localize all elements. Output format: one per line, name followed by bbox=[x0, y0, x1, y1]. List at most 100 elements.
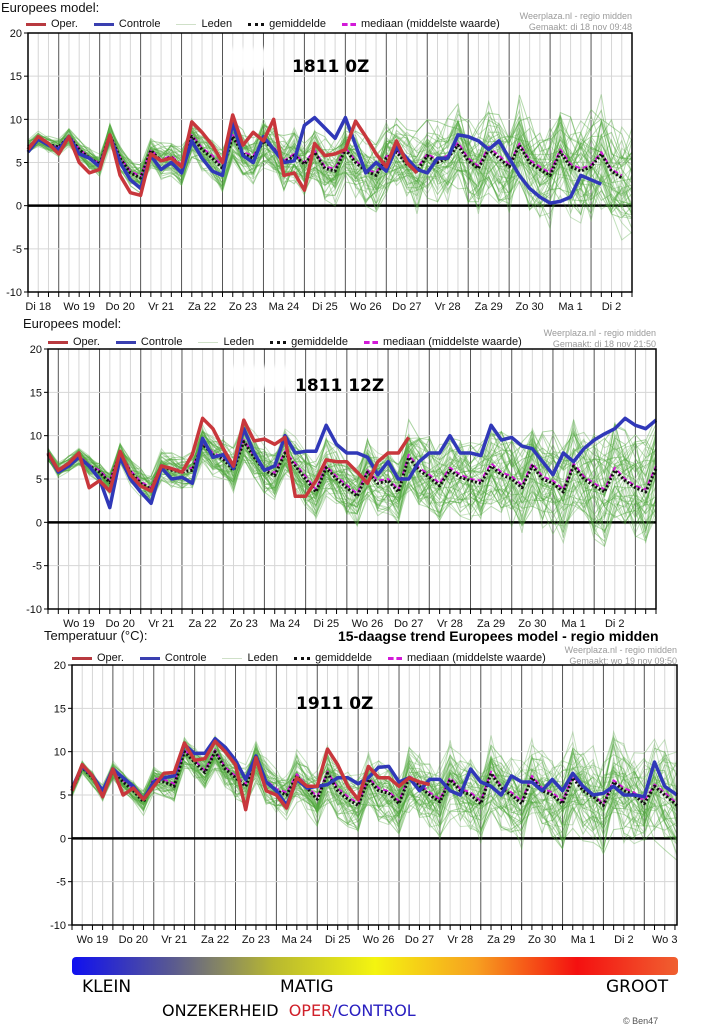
chart1-credit-source: Weerplaza.nl - regio midden bbox=[519, 11, 632, 21]
ensemble-member-line bbox=[47, 446, 657, 548]
x-day-label: Wo 19 bbox=[77, 934, 109, 945]
control-swatch-icon bbox=[139, 656, 160, 660]
ensemble-member-line bbox=[71, 734, 678, 801]
x-day-label: Ma 24 bbox=[269, 301, 300, 313]
x-day-label: Di 2 bbox=[614, 934, 634, 945]
y-tick-label: 20 bbox=[30, 344, 42, 356]
legend-members-label: Leden bbox=[247, 652, 279, 664]
x-day-label: Ma 24 bbox=[282, 934, 313, 945]
oper-swatch-icon bbox=[72, 656, 92, 660]
plot-frame bbox=[71, 664, 678, 926]
control-swatch-icon bbox=[115, 340, 136, 344]
ensemble-member-line bbox=[27, 132, 633, 217]
y-tick-label: 15 bbox=[30, 387, 42, 399]
x-day-label: Do 27 bbox=[392, 301, 421, 313]
oper-line bbox=[46, 416, 411, 499]
legend-members: Leden bbox=[222, 652, 278, 664]
x-day-label: Za 29 bbox=[487, 934, 515, 945]
ensemble-member-line bbox=[71, 749, 678, 843]
ensemble-member-line bbox=[47, 430, 657, 496]
x-day-label: Zo 30 bbox=[516, 301, 544, 313]
chart2-run-label: 1811 12Z bbox=[295, 376, 385, 396]
chart2-legend: Oper. Controle Leden gemiddelde mediaan … bbox=[48, 336, 538, 348]
legend-members: Leden bbox=[198, 336, 254, 348]
ensemble-member-line bbox=[71, 729, 678, 801]
chart2-credit: Weerplaza.nl - regio midden Gemaakt: di … bbox=[494, 328, 656, 350]
ensemble-member-line bbox=[47, 441, 657, 518]
chart3-legend: Oper. Controle Leden gemiddelde mediaan … bbox=[72, 652, 562, 664]
chart2-plot: 20 15 10 5 0 -5 -10 Wo 19 Do 20 Vr 21 Za 22 Zo 23 Ma… bbox=[26, 344, 658, 629]
x-day-label: Vr 21 bbox=[148, 301, 174, 313]
ensemble-member-line bbox=[27, 135, 633, 231]
legend-median: mediaan (middelste waarde) bbox=[387, 652, 546, 664]
ensemble-member-line bbox=[27, 107, 633, 174]
chart1-run-label: 1811 0Z bbox=[292, 57, 370, 77]
y-tick-label: 15 bbox=[54, 703, 66, 715]
x-day-label: Zo 30 bbox=[518, 618, 546, 629]
legend-members: Leden bbox=[176, 18, 232, 30]
chart1-credit: Weerplaza.nl - regio midden Gemaakt: di … bbox=[470, 11, 632, 33]
x-day-label: Vr 28 bbox=[447, 934, 473, 945]
ensemble-member-line bbox=[71, 751, 678, 855]
ensemble-member-line bbox=[27, 120, 633, 179]
y-tick-label: 10 bbox=[54, 747, 66, 759]
x-day-label: Ma 24 bbox=[270, 618, 301, 629]
caption-oper: OPER bbox=[288, 1001, 333, 1020]
ensemble-member-line bbox=[27, 94, 633, 167]
ensemble-member-line bbox=[71, 752, 678, 861]
x-day-label: Wo 19 bbox=[63, 301, 95, 313]
ensemble-member-line bbox=[47, 419, 657, 495]
ensemble-member-line bbox=[27, 113, 633, 172]
legend-oper: Oper. bbox=[48, 336, 100, 348]
x-day-label: Za 22 bbox=[189, 618, 217, 629]
median-swatch-icon bbox=[387, 656, 402, 660]
mean-line bbox=[46, 440, 658, 498]
x-day-label: Zo 23 bbox=[229, 301, 257, 313]
y-tick-label: 20 bbox=[54, 660, 66, 672]
chart3-header: Temperatuur (°C): bbox=[44, 628, 148, 643]
ensemble-member-line bbox=[71, 755, 678, 851]
ensemble-member-line bbox=[47, 449, 657, 521]
x-day-label: Vr 28 bbox=[437, 618, 463, 629]
legend-median-label: mediaan (middelste waarde) bbox=[382, 336, 522, 348]
control-swatch-icon bbox=[93, 22, 114, 26]
chart3-credit-made: Gemaakt: wo 19 nov 09:50 bbox=[569, 656, 677, 666]
x-day-label: Za 22 bbox=[201, 934, 229, 945]
x-day-label: Wo 26 bbox=[363, 934, 395, 945]
y-tick-label: 0 bbox=[36, 517, 42, 529]
median-swatch-icon bbox=[363, 340, 378, 344]
x-day-label: Do 27 bbox=[405, 934, 434, 945]
ensemble-member-line bbox=[27, 128, 633, 191]
mean-swatch-icon bbox=[248, 22, 265, 26]
chart2-credit-made: Gemaakt: di 18 nov 21:50 bbox=[552, 339, 656, 349]
y-tick-label: 10 bbox=[30, 431, 42, 443]
y-tick-label: 5 bbox=[16, 158, 22, 170]
legend-control: Controle bbox=[139, 652, 206, 664]
ensemble-member-line bbox=[71, 752, 678, 845]
y-tick-label: -10 bbox=[6, 287, 22, 299]
ensemble-member-line bbox=[47, 428, 657, 486]
ensemble-member-line bbox=[47, 432, 657, 492]
x-day-label: Ma 1 bbox=[571, 934, 595, 945]
ensemble-member-line bbox=[71, 747, 678, 840]
x-day-label: Wo 3 bbox=[652, 934, 677, 945]
caption-uncertainty: ONZEKERHEID bbox=[162, 1001, 279, 1020]
x-day-label: Vr 28 bbox=[435, 301, 461, 313]
ensemble-member-line bbox=[71, 748, 678, 820]
ensemble-member-line bbox=[47, 437, 657, 508]
scale-label-mid: MATIG bbox=[280, 977, 334, 997]
ensemble-member-line bbox=[47, 447, 657, 543]
chart1-legend: Oper. Controle Leden gemiddelde mediaan … bbox=[26, 18, 516, 30]
x-day-label: Di 25 bbox=[312, 301, 338, 313]
control-line bbox=[26, 115, 602, 205]
ensemble-member-line bbox=[47, 438, 657, 520]
ensemble-member-line bbox=[47, 429, 657, 490]
legend-mean-label: gemiddelde bbox=[291, 336, 348, 348]
x-day-label: Di 2 bbox=[605, 618, 625, 629]
ensemble-member-line bbox=[47, 424, 657, 491]
ensemble-member-line bbox=[47, 440, 657, 527]
x-day-label: Zo 23 bbox=[230, 618, 258, 629]
y-tick-label: 10 bbox=[10, 114, 22, 126]
caption-separator: / bbox=[332, 1001, 338, 1020]
